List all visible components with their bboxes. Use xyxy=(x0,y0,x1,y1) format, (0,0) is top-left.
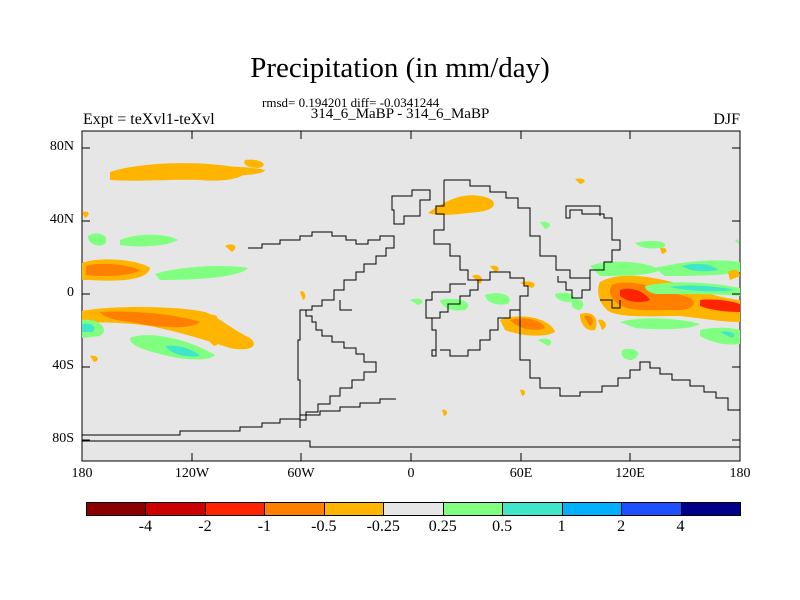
anomaly-green xyxy=(485,293,510,305)
colorbar-label: 0.25 xyxy=(428,518,457,535)
x-tick-label: 60W xyxy=(287,466,315,481)
coastlines xyxy=(82,179,741,448)
anomaly-orange xyxy=(244,159,264,168)
season-label: DJF xyxy=(713,111,740,128)
anomaly-green xyxy=(590,261,660,276)
colorbar-label: -2 xyxy=(198,518,212,535)
anomaly-orange xyxy=(472,274,483,284)
anomaly-cyan xyxy=(165,345,200,357)
anomaly-green xyxy=(635,240,666,249)
colorbar-swatch xyxy=(442,502,504,516)
anomaly-orange xyxy=(82,211,89,218)
anomaly-orange xyxy=(208,339,219,346)
colorbar-label: 1 xyxy=(557,518,566,535)
experiment-label: Expt = teXvl1-teXvl xyxy=(83,111,215,128)
anomaly-orange xyxy=(170,166,265,176)
x-tick-label: 180 xyxy=(729,466,751,481)
anomaly-red xyxy=(584,315,593,326)
colorbar-label: 4 xyxy=(676,518,685,535)
anomaly-red xyxy=(700,299,740,312)
y-tick-label: 80S xyxy=(52,431,74,446)
anomaly-green xyxy=(155,266,248,280)
colorbar-label: -0.25 xyxy=(366,518,400,535)
anomaly-red xyxy=(86,263,140,276)
anomaly-cyan xyxy=(682,263,718,272)
x-tick-label: 120E xyxy=(615,466,645,481)
anomaly-orange xyxy=(225,244,236,252)
africa-east-coast xyxy=(440,271,529,357)
colorbar-label: 0.5 xyxy=(492,518,513,535)
colorbar-swatch xyxy=(145,502,206,516)
anomaly-orange xyxy=(90,355,98,362)
tick-marks xyxy=(81,131,741,461)
anomaly-cyan xyxy=(670,285,735,292)
eurasia-africa-coast xyxy=(425,179,621,357)
x-tick-label: 0 xyxy=(407,466,415,481)
anomaly-orange xyxy=(442,409,448,416)
anomaly-red xyxy=(100,311,200,328)
colorbar-swatch xyxy=(204,502,266,516)
colorbar-swatch xyxy=(621,502,682,516)
colorbar-swatch xyxy=(86,502,147,516)
anomaly-green xyxy=(571,298,584,310)
south-america-coast xyxy=(297,309,377,428)
anomaly-orange xyxy=(300,291,306,300)
colorbar-label: -4 xyxy=(138,518,153,535)
colorbar-label: 2 xyxy=(617,518,626,535)
north-america-coast xyxy=(248,231,395,311)
anomaly-red xyxy=(510,318,545,330)
plot-title: Precipitation (in mm/day) xyxy=(250,52,550,84)
anomaly-orange xyxy=(520,389,526,396)
anomaly-green xyxy=(88,233,107,246)
anomaly-orange xyxy=(490,265,499,272)
colorbar-label: -1 xyxy=(257,518,272,535)
anomaly-cyan xyxy=(720,331,735,338)
anomaly-green xyxy=(410,298,423,305)
anomaly-orange xyxy=(598,319,606,330)
anomaly-green xyxy=(538,338,552,346)
anomaly-green xyxy=(735,239,739,244)
colorbar-swatch xyxy=(323,502,385,516)
asia-south-coast xyxy=(557,276,621,309)
anomaly-green xyxy=(540,221,550,229)
anomaly-green xyxy=(120,234,178,247)
colorbar xyxy=(86,502,741,516)
anomaly-shading xyxy=(82,159,740,416)
anomaly-cyan xyxy=(82,323,95,332)
y-tick-label: 40N xyxy=(49,212,74,227)
anomaly-orange xyxy=(428,195,495,215)
y-tick-label: 0 xyxy=(67,285,74,300)
anomaly-green xyxy=(621,348,639,360)
x-tick-label: 120W xyxy=(174,466,210,481)
plot-subtitle: rmsd= 0.194201 diff= -0.0341244 xyxy=(262,95,440,110)
colorbar-swatch xyxy=(383,502,444,516)
anomaly-green xyxy=(440,298,469,311)
anomaly-green xyxy=(555,292,574,302)
anomaly-orange xyxy=(575,178,585,184)
australia-coast xyxy=(519,310,740,411)
colorbar-swatch xyxy=(502,502,563,516)
anomaly-red xyxy=(620,288,650,303)
x-tick-label: 180 xyxy=(71,466,93,481)
anomaly-orange xyxy=(660,247,667,254)
anomaly-orange xyxy=(205,314,218,322)
anomaly-orange xyxy=(728,269,740,280)
colorbar-swatch xyxy=(264,502,325,516)
anomaly-green xyxy=(700,327,740,345)
anomaly-green xyxy=(620,318,700,330)
case-label: 314_6_MaBP - 314_6_MaBP xyxy=(310,106,490,122)
x-tick-label: 60E xyxy=(509,466,533,481)
colorbar-swatch xyxy=(680,502,741,516)
y-tick-label: 80N xyxy=(49,139,74,154)
y-tick-label: 40S xyxy=(52,358,74,373)
colorbar-swatch xyxy=(561,502,623,516)
colorbar-label: -0.5 xyxy=(311,518,337,535)
greenland-coast xyxy=(391,189,431,225)
